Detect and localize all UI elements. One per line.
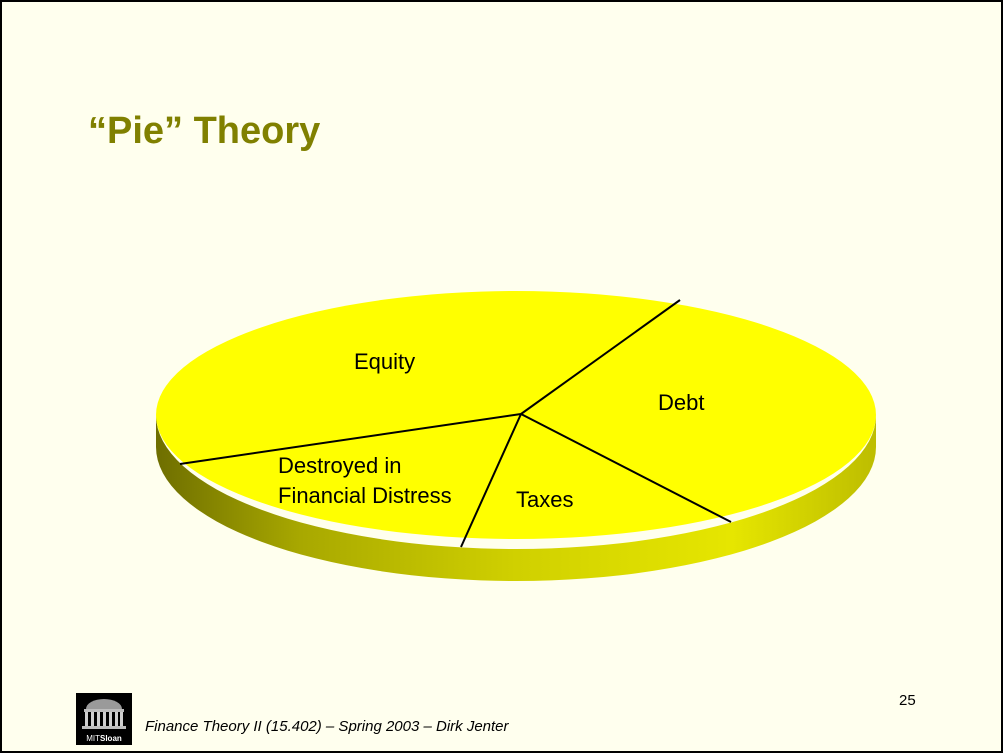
divider-distress-equity <box>179 413 522 465</box>
divider-equity-debt <box>520 299 681 415</box>
slice-label-distress-line2: Financial Distress <box>278 483 452 508</box>
slide-title: “Pie” Theory <box>88 110 321 152</box>
slice-label-debt: Debt <box>658 390 705 415</box>
slice-label-equity: Equity <box>354 349 416 374</box>
divider-taxes-distress <box>460 413 522 548</box>
logo-text: MITSloan <box>86 734 122 743</box>
mit-sloan-logo: MITSloan <box>76 693 132 745</box>
slice-label-taxes: Taxes <box>516 487 574 512</box>
page-number: 25 <box>899 692 916 709</box>
pie-side <box>156 415 876 581</box>
divider-debt-taxes <box>520 413 732 523</box>
dome-icon <box>82 699 126 729</box>
footer-text: Finance Theory II (15.402) – Spring 2003… <box>145 718 509 735</box>
slice-label-distress-line1: Destroyed in <box>278 453 402 478</box>
